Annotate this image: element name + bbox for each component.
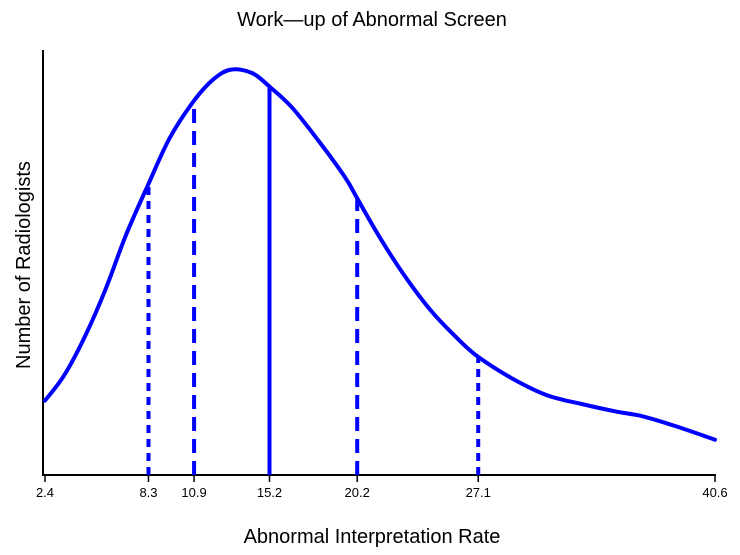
x-axis-label: Abnormal Interpretation Rate [244,526,501,548]
x-tick-label: 15.2 [257,485,282,500]
percentile-lines [146,86,481,475]
chart-title: Work—up of Abnormal Screen [237,9,507,31]
x-tick-label: 27.1 [466,485,491,500]
x-tick-label: 40.6 [702,485,727,500]
density-curve [43,67,717,442]
x-tick-label: 10.9 [181,485,206,500]
x-tick-label: 2.4 [36,485,54,500]
x-tick-label: 8.3 [139,485,157,500]
x-tick-label: 20.2 [345,485,370,500]
y-axis-label: Number of Radiologists [13,161,35,369]
x-axis-ticks: 2.4 8.3 10.9 15.2 20.2 27.1 40.6 [36,475,728,500]
